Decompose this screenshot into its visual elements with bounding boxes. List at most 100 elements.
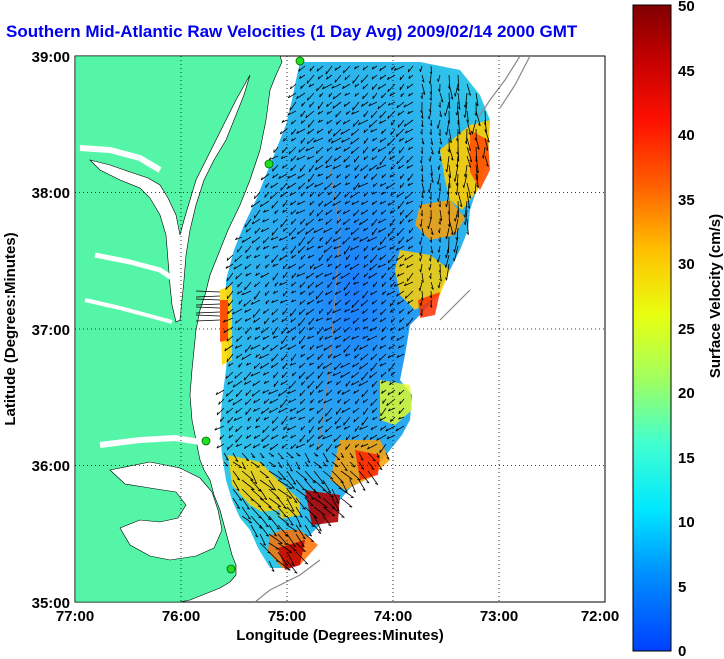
vector-head bbox=[363, 264, 366, 268]
vector-head bbox=[418, 287, 421, 292]
vector-head bbox=[281, 319, 284, 323]
vector-head bbox=[250, 346, 253, 350]
vector-head bbox=[272, 175, 275, 179]
velocity-vector bbox=[295, 506, 303, 518]
velocity-vector bbox=[421, 182, 425, 193]
velocity-vector bbox=[334, 443, 342, 449]
velocity-vector bbox=[430, 299, 433, 308]
vector-head bbox=[292, 373, 294, 377]
vector-head bbox=[254, 336, 257, 340]
velocity-vector bbox=[254, 254, 261, 259]
vector-head bbox=[255, 354, 258, 358]
velocity-vector bbox=[292, 371, 297, 377]
velocity-vector bbox=[304, 515, 315, 527]
vector-head bbox=[298, 311, 301, 315]
vector-head bbox=[250, 479, 254, 481]
vector-head bbox=[314, 167, 318, 171]
velocity-vector bbox=[372, 308, 378, 314]
velocity-vector bbox=[281, 155, 288, 160]
vector-head bbox=[381, 130, 383, 134]
velocity-vector bbox=[195, 295, 221, 298]
velocity-vector bbox=[394, 65, 405, 71]
colorbar-tick-label: 20 bbox=[678, 385, 695, 402]
velocity-vector bbox=[439, 227, 441, 234]
vector-head bbox=[398, 240, 400, 244]
velocity-vector bbox=[236, 353, 243, 359]
vector-head bbox=[324, 187, 326, 191]
vector-head bbox=[334, 255, 338, 258]
velocity-vector bbox=[448, 218, 454, 236]
vector-head bbox=[396, 232, 399, 236]
velocity-vector bbox=[367, 470, 379, 485]
vector-head bbox=[363, 437, 365, 441]
velocity-vector bbox=[307, 155, 315, 160]
vector-head bbox=[420, 179, 424, 183]
velocity-vector bbox=[448, 164, 452, 178]
vector-head bbox=[437, 249, 440, 253]
velocity-vector bbox=[289, 407, 297, 412]
vector-head bbox=[477, 123, 481, 127]
vector-head bbox=[270, 237, 274, 241]
vector-head bbox=[419, 223, 422, 228]
velocity-vector bbox=[349, 479, 356, 493]
vector-head bbox=[454, 218, 456, 222]
velocity-vector bbox=[254, 191, 261, 199]
vector-head bbox=[287, 330, 290, 334]
velocity-vector bbox=[343, 416, 351, 426]
velocity-vector bbox=[226, 272, 234, 282]
velocity-vector bbox=[304, 524, 313, 537]
velocity-vector bbox=[398, 236, 405, 244]
velocity-vector bbox=[353, 182, 360, 191]
velocity-vector bbox=[438, 245, 441, 253]
vector-head bbox=[405, 201, 409, 205]
velocity-vector bbox=[247, 335, 252, 341]
velocity-vector bbox=[379, 200, 387, 205]
velocity-vector bbox=[385, 425, 396, 432]
velocity-vector bbox=[225, 281, 234, 290]
vector-head bbox=[271, 205, 273, 209]
vector-head bbox=[377, 106, 380, 110]
velocity-vector bbox=[371, 227, 378, 236]
vector-head bbox=[215, 392, 218, 395]
vector-head bbox=[309, 193, 312, 197]
velocity-vector bbox=[379, 317, 387, 323]
vector-head bbox=[381, 283, 384, 287]
velocity-vector bbox=[381, 389, 387, 394]
vector-head bbox=[234, 345, 238, 349]
velocity-vector bbox=[241, 236, 252, 243]
velocity-vector bbox=[437, 173, 441, 185]
vector-head bbox=[395, 247, 399, 251]
vector-head bbox=[299, 515, 303, 518]
velocity-vector bbox=[226, 335, 234, 342]
velocity-vector bbox=[400, 209, 405, 216]
velocity-vector bbox=[388, 344, 396, 350]
velocity-vector bbox=[351, 128, 360, 137]
velocity-vector bbox=[371, 245, 378, 251]
velocity-vector bbox=[372, 407, 378, 414]
vector-head bbox=[332, 202, 335, 206]
vector-head bbox=[291, 221, 293, 225]
vector-head bbox=[226, 446, 229, 450]
velocity-vector bbox=[216, 443, 225, 449]
velocity-vector bbox=[355, 326, 360, 331]
vector-head bbox=[428, 267, 430, 271]
x-tick-label: 76:00 bbox=[162, 608, 200, 625]
velocity-vector bbox=[286, 515, 294, 526]
velocity-vector bbox=[270, 191, 279, 200]
vector-head bbox=[344, 469, 348, 472]
velocity-vector bbox=[379, 254, 387, 261]
vector-head bbox=[326, 111, 329, 115]
velocity-vector bbox=[407, 182, 414, 187]
velocity-vector bbox=[283, 290, 288, 297]
vector-head bbox=[429, 275, 432, 279]
velocity-vector bbox=[399, 146, 405, 154]
vector-head bbox=[300, 221, 302, 225]
velocity-vector bbox=[438, 191, 441, 202]
vector-head bbox=[325, 418, 328, 422]
velocity-vector bbox=[316, 344, 324, 349]
velocity-vector bbox=[306, 371, 315, 380]
vector-head bbox=[317, 365, 319, 369]
vector-head bbox=[319, 94, 321, 98]
velocity-vector bbox=[346, 110, 351, 115]
bathymetry-contours bbox=[254, 56, 531, 602]
